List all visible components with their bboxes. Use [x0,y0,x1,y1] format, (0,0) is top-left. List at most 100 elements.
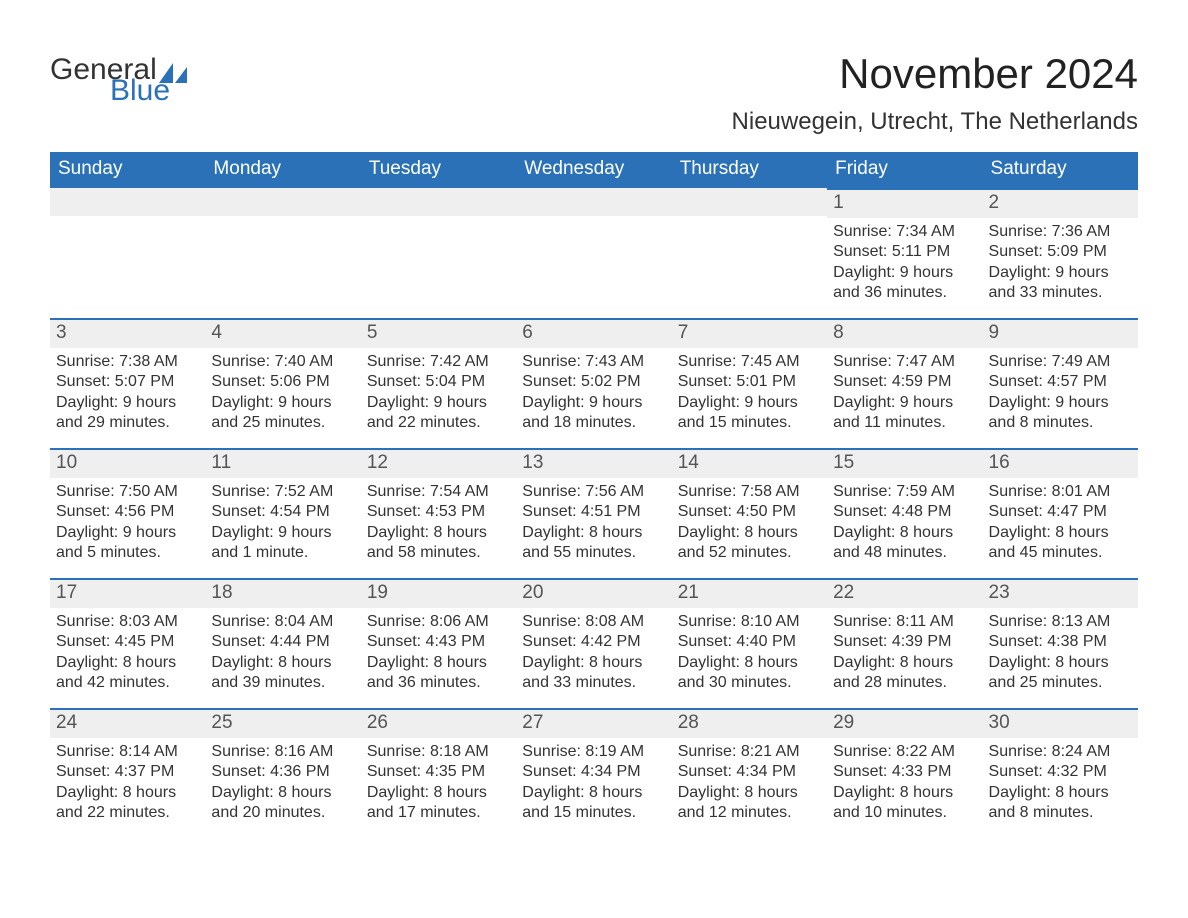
daylight-text: Daylight: 8 hours and 58 minutes. [367,523,510,564]
sunset-text: Sunset: 5:07 PM [56,372,199,392]
day-number-row: 10 [50,450,205,478]
day-number: 14 [678,452,699,473]
day-body: Sunrise: 7:56 AMSunset: 4:51 PMDaylight:… [516,478,671,570]
day-number-row: 7 [672,320,827,348]
daylight-text: Daylight: 8 hours and 42 minutes. [56,653,199,694]
day-number-row: 16 [983,450,1138,478]
day-wrap: 26Sunrise: 8:18 AMSunset: 4:35 PMDayligh… [361,708,516,830]
weekday-header: Monday [205,152,360,188]
sunset-text: Sunset: 4:38 PM [989,632,1132,652]
day-wrap: 21Sunrise: 8:10 AMSunset: 4:40 PMDayligh… [672,578,827,700]
sunrise-text: Sunrise: 7:43 AM [522,352,665,372]
day-number: 5 [367,322,378,343]
day-number: 16 [989,452,1010,473]
day-number: 25 [211,712,232,733]
sunset-text: Sunset: 4:42 PM [522,632,665,652]
sunset-text: Sunset: 4:47 PM [989,502,1132,522]
day-number-row: 17 [50,580,205,608]
calendar-cell: 13 Sunrise: 7:56 AMSunset: 4:51 PMDayligh… [516,448,671,578]
day-number-row: 3 [50,320,205,348]
day-number: 15 [833,452,854,473]
day-wrap: 18Sunrise: 8:04 AMSunset: 4:44 PMDayligh… [205,578,360,700]
calendar-cell: 15 Sunrise: 7:59 AMSunset: 4:48 PMDayligh… [827,448,982,578]
day-wrap: 13 Sunrise: 7:56 AMSunset: 4:51 PMDayligh… [516,448,671,570]
sunrise-text: Sunrise: 7:50 AM [56,482,199,502]
calendar-cell [516,188,671,318]
calendar-cell: 5Sunrise: 7:42 AMSunset: 5:04 PMDaylight… [361,318,516,448]
daylight-text: Daylight: 8 hours and 39 minutes. [211,653,354,694]
day-body: Sunrise: 7:54 AMSunset: 4:53 PMDaylight:… [361,478,516,570]
daylight-text: Daylight: 8 hours and 28 minutes. [833,653,976,694]
weekday-header: Sunday [50,152,205,188]
day-body: Sunrise: 7:59 AMSunset: 4:48 PMDaylight:… [827,478,982,570]
calendar-cell: 21Sunrise: 8:10 AMSunset: 4:40 PMDayligh… [672,578,827,708]
day-number: 6 [522,322,533,343]
day-wrap: 8Sunrise: 7:47 AMSunset: 4:59 PMDaylight… [827,318,982,440]
day-number: 22 [833,582,854,603]
day-number-row: 13 [516,450,671,478]
day-number: 7 [678,322,689,343]
day-number: 27 [522,712,543,733]
calendar-cell: 12Sunrise: 7:54 AMSunset: 4:53 PMDayligh… [361,448,516,578]
day-number-row: 23 [983,580,1138,608]
empty-daynum-bar [50,188,205,216]
sunrise-text: Sunrise: 7:47 AM [833,352,976,372]
sunset-text: Sunset: 5:04 PM [367,372,510,392]
calendar-cell: 22Sunrise: 8:11 AMSunset: 4:39 PMDayligh… [827,578,982,708]
calendar-week-row: 1Sunrise: 7:34 AMSunset: 5:11 PMDaylight… [50,188,1138,318]
calendar-cell: 7Sunrise: 7:45 AMSunset: 5:01 PMDaylight… [672,318,827,448]
month-title: November 2024 [732,50,1138,98]
day-body: Sunrise: 8:04 AMSunset: 4:44 PMDaylight:… [205,608,360,700]
day-number: 26 [367,712,388,733]
day-body: Sunrise: 7:43 AMSunset: 5:02 PMDaylight:… [516,348,671,440]
daylight-text: Daylight: 9 hours and 33 minutes. [989,263,1132,304]
day-body: Sunrise: 8:22 AMSunset: 4:33 PMDaylight:… [827,738,982,830]
sunset-text: Sunset: 4:34 PM [522,762,665,782]
daylight-text: Daylight: 9 hours and 1 minute. [211,523,354,564]
day-number: 9 [989,322,1000,343]
daylight-text: Daylight: 9 hours and 25 minutes. [211,393,354,434]
day-wrap: 12Sunrise: 7:54 AMSunset: 4:53 PMDayligh… [361,448,516,570]
daylight-text: Daylight: 9 hours and 29 minutes. [56,393,199,434]
day-number-row: 4 [205,320,360,348]
day-number: 13 [522,452,543,473]
sunset-text: Sunset: 4:51 PM [522,502,665,522]
day-wrap: 22Sunrise: 8:11 AMSunset: 4:39 PMDayligh… [827,578,982,700]
calendar-cell: 17Sunrise: 8:03 AMSunset: 4:45 PMDayligh… [50,578,205,708]
day-number-row: 19 [361,580,516,608]
sunset-text: Sunset: 4:40 PM [678,632,821,652]
sunrise-text: Sunrise: 8:14 AM [56,742,199,762]
logo-text-blue: Blue [110,77,187,104]
calendar-cell [672,188,827,318]
sunset-text: Sunset: 4:33 PM [833,762,976,782]
calendar-cell: 27Sunrise: 8:19 AMSunset: 4:34 PMDayligh… [516,708,671,838]
sunset-text: Sunset: 4:45 PM [56,632,199,652]
daylight-text: Daylight: 9 hours and 8 minutes. [989,393,1132,434]
sunrise-text: Sunrise: 8:16 AM [211,742,354,762]
day-body: Sunrise: 8:16 AMSunset: 4:36 PMDaylight:… [205,738,360,830]
day-wrap: 28Sunrise: 8:21 AMSunset: 4:34 PMDayligh… [672,708,827,830]
day-wrap: 1Sunrise: 7:34 AMSunset: 5:11 PMDaylight… [827,188,982,310]
day-wrap: 6 Sunrise: 7:43 AMSunset: 5:02 PMDaylight… [516,318,671,440]
sunrise-text: Sunrise: 8:21 AM [678,742,821,762]
sunset-text: Sunset: 4:59 PM [833,372,976,392]
weekday-header: Friday [827,152,982,188]
daylight-text: Daylight: 8 hours and 48 minutes. [833,523,976,564]
day-wrap: 16Sunrise: 8:01 AMSunset: 4:47 PMDayligh… [983,448,1138,570]
day-number: 30 [989,712,1010,733]
day-body: Sunrise: 8:21 AMSunset: 4:34 PMDaylight:… [672,738,827,830]
calendar-cell: 20Sunrise: 8:08 AMSunset: 4:42 PMDayligh… [516,578,671,708]
daylight-text: Daylight: 8 hours and 22 minutes. [56,783,199,824]
calendar-week-row: 24Sunrise: 8:14 AMSunset: 4:37 PMDayligh… [50,708,1138,838]
calendar-cell: 25 Sunrise: 8:16 AMSunset: 4:36 PMDayligh… [205,708,360,838]
sunset-text: Sunset: 5:02 PM [522,372,665,392]
day-wrap: 2Sunrise: 7:36 AMSunset: 5:09 PMDaylight… [983,188,1138,310]
daylight-text: Daylight: 8 hours and 30 minutes. [678,653,821,694]
day-wrap: 25 Sunrise: 8:16 AMSunset: 4:36 PMDayligh… [205,708,360,830]
day-number: 2 [989,192,1000,213]
sunrise-text: Sunrise: 7:54 AM [367,482,510,502]
day-number-row: 20 [516,580,671,608]
day-wrap: 3Sunrise: 7:38 AMSunset: 5:07 PMDaylight… [50,318,205,440]
sunset-text: Sunset: 4:32 PM [989,762,1132,782]
sunrise-text: Sunrise: 8:18 AM [367,742,510,762]
